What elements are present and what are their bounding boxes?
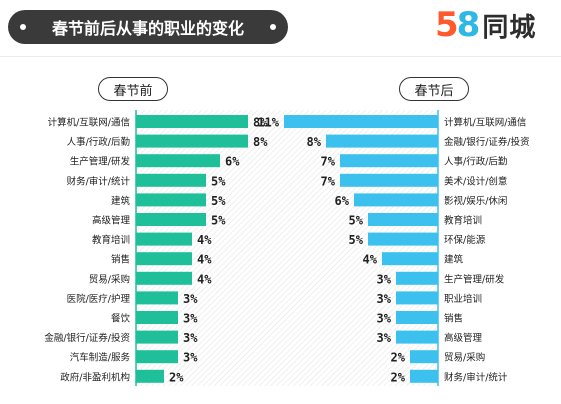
left-value-label: 2% [169,370,184,384]
right-category-label: 人事/行政/后勤 [444,156,507,168]
right-bar [368,213,438,226]
left-value-label: 3% [183,351,198,365]
left-category-label: 建筑 [111,195,131,207]
right-bar [340,173,438,187]
left-bar [136,291,178,305]
left-value-label: 4% [197,253,212,267]
right-category-label: 计算机/互联网/通信 [444,117,526,129]
brand-logo: 58 同城 [435,4,536,46]
left-bar [136,252,192,266]
left-value-label: 3% [183,312,198,326]
left-value-label: 8% [253,135,268,149]
left-bar [136,350,178,364]
left-value-label: 3% [183,331,198,345]
right-value-label: 3% [377,272,392,286]
right-category-label: 环保/能源 [444,234,486,246]
hatched-background [136,110,438,386]
right-value-label: 5% [349,233,364,247]
brand-logo-number: 58 [435,5,480,45]
right-value-label: 8% [307,135,322,149]
left-category-label: 高级管理 [92,215,131,227]
right-value-label: 2% [391,351,406,365]
right-value-label: 6% [335,194,350,208]
right-category-label: 职业培训 [444,293,482,305]
right-category-label: 销售 [444,313,463,325]
left-bar [136,134,248,148]
chart-title-banner: 春节前后从事的职业的变化 [8,10,288,44]
brand-logo-name: 同城 [482,12,537,43]
right-bar [382,252,438,266]
right-value-label: 2% [391,370,406,384]
right-bar [410,350,438,364]
decorative-dot-right [270,24,276,30]
right-category-label: 生产管理/研发 [444,273,505,285]
left-value-label: 4% [197,233,212,247]
left-value-label: 6% [225,155,240,169]
left-bar [136,311,178,324]
left-bar [136,369,164,383]
right-category-label: 高级管理 [444,332,483,344]
left-value-label: 8% [253,116,268,130]
left-panel-title: 春节前 [98,77,168,101]
left-bar [136,271,192,285]
right-bar [396,291,438,305]
left-category-label: 人事/行政/后勤 [67,136,130,148]
left-category-label: 生产管理/研发 [70,156,131,168]
left-bar [136,173,206,187]
left-bar [136,193,206,207]
decorative-dot-left [20,24,26,30]
right-bar [354,193,438,207]
left-category-label: 贸易/采购 [89,273,130,285]
right-value-label: 7% [321,174,336,188]
right-category-label: 影视/娱乐/休闲 [444,195,507,207]
right-category-label: 建筑 [444,254,464,266]
left-value-label: 5% [211,214,226,228]
right-value-label: 3% [377,292,392,306]
right-series: 计算机/互联网/通信 11% 金融/银行/证券/投资 8% 人事/行政/后勤 7% 美术/设… [257,115,530,384]
left-category-label: 财务/审计/统计 [67,175,131,187]
right-value-label: 3% [377,312,392,326]
right-panel-title: 春节后 [399,77,469,101]
left-value-label: 3% [183,292,198,306]
left-bar [136,232,192,246]
right-bar [396,330,438,344]
right-bar [396,311,438,324]
left-bar [136,154,220,168]
right-category-label: 教育培训 [444,215,482,227]
right-category-label: 金融/银行/证券/投资 [444,136,530,148]
left-category-label: 销售 [111,254,130,266]
right-bar [340,154,438,168]
right-category-label: 美术/设计/创意 [444,175,507,187]
right-bar [326,134,438,148]
right-bar [396,271,438,285]
left-value-label: 5% [211,194,226,208]
right-category-label: 贸易/采购 [444,352,485,364]
header-divider [0,56,561,57]
right-value-label: 3% [377,331,392,345]
right-value-label: 5% [349,214,364,228]
right-bar [284,115,438,128]
left-bar [136,330,178,344]
chart-title: 春节前后从事的职业的变化 [51,19,244,38]
left-category-label: 汽车制造/服务 [70,352,131,364]
right-value-label: 7% [321,155,336,169]
left-bar [136,213,206,226]
right-bar [410,369,438,383]
left-category-label: 金融/银行/证券/投资 [44,332,130,344]
right-bar [368,232,438,246]
left-category-label: 医院/医疗/护理 [67,293,131,305]
left-bar [136,115,248,128]
left-value-label: 5% [211,174,226,188]
left-category-label: 政府/非盈利机构 [60,371,130,383]
left-category-label: 教育培训 [92,234,130,246]
right-value-label: 11% [257,116,279,130]
left-value-label: 4% [197,272,212,286]
left-series: 计算机/互联网/通信 8% 人事/行政/后勤 8% 生产管理/研发 6% 财务/审计/统计 5… [44,115,268,384]
left-category-label: 计算机/互联网/通信 [48,117,130,129]
right-value-label: 4% [363,253,378,267]
right-category-label: 财务/审计/统计 [444,371,508,383]
left-category-label: 餐饮 [111,313,131,325]
